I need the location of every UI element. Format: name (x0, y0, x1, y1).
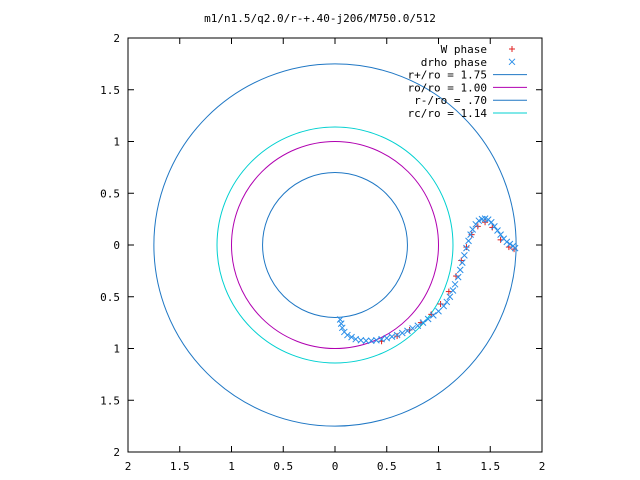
drho-phase-point (458, 259, 466, 266)
x-tick-label: 0.5 (273, 460, 293, 473)
drho-phase-point (506, 240, 514, 248)
w-phase-point (437, 300, 444, 307)
w-phase-point (468, 231, 475, 238)
w-phase-point (458, 257, 465, 264)
drho-phase-point (451, 280, 459, 288)
y-tick-label: 0.5 (100, 187, 120, 200)
circle-r-1-75 (153, 63, 517, 427)
drho-phase-point (435, 307, 442, 315)
y-tick-label: 1.5 (100, 394, 120, 407)
y-tick-label: 0 (113, 239, 120, 252)
y-tick-label: 2 (113, 32, 120, 45)
x-tick-label: 0.5 (377, 460, 397, 473)
drho-phase-point (409, 324, 416, 332)
drho-phase-point (393, 331, 401, 339)
drho-phase-point (449, 287, 457, 294)
drho-phase-point (336, 316, 344, 323)
drho-phase-point (456, 266, 464, 274)
drho-phase-point (467, 231, 474, 239)
drho-phase-point (348, 333, 355, 341)
drho-phase-point (465, 237, 472, 245)
drho-phase-point (398, 329, 406, 337)
drho-phase-point (443, 298, 451, 306)
drho-phase-point (503, 238, 511, 246)
legend-label: ro/ro = 1.00 (408, 81, 487, 94)
w-phase-point (394, 333, 401, 340)
drho-phase-point (494, 227, 501, 234)
drho-phase-point (440, 302, 448, 310)
y-tick-label: 0.5 (100, 291, 120, 304)
drho-phase-point (373, 336, 380, 344)
x-tick-label: 2 (539, 460, 546, 473)
chart-title: m1/n1.5/q2.0/r-+.40-j206/M750.0/512 (204, 12, 436, 25)
x-tick-label: 2 (125, 460, 132, 473)
y-tick-label: 1.5 (100, 84, 120, 97)
x-tick-label: 1.5 (480, 460, 500, 473)
legend-label: r-/ro = .70 (414, 94, 487, 107)
x-tick-label: 1.5 (170, 460, 190, 473)
axis-ticks: 2 1.5 1 0.5 0 0.5 1 1.5 221.510.500.511.52 (100, 32, 545, 473)
drho-phase-point (497, 231, 504, 239)
drho-phase-point (419, 319, 427, 326)
w-phase-point (453, 273, 460, 280)
x-tick-label: 0 (332, 460, 339, 473)
drho-phase-point (429, 312, 437, 319)
y-tick-label: 1 (113, 343, 120, 356)
legend-marker (508, 58, 516, 66)
w-phase-point (489, 224, 496, 231)
drho-phase-point (446, 293, 454, 301)
drho-phase-point (362, 337, 370, 345)
drho-phase-point (424, 315, 432, 323)
y-tick-label: 1 (113, 136, 120, 149)
drho-phase-point (414, 322, 422, 330)
x-tick-label: 1 (228, 460, 235, 473)
drho-phase-point (511, 244, 519, 252)
drho-phase-point (463, 244, 470, 252)
data-series (336, 215, 519, 345)
drho-phase-point (338, 324, 346, 332)
drho-phase-point (454, 273, 462, 281)
w-phase-point (445, 288, 452, 295)
w-phase-point (463, 244, 470, 251)
drho-phase-point (491, 223, 498, 230)
drho-phase-point (487, 218, 495, 226)
drho-phase-point (469, 226, 477, 233)
drho-phase-point (378, 335, 385, 343)
drho-phase-point (461, 251, 468, 259)
circle-r-1 (231, 141, 439, 349)
drho-phase-point (404, 327, 411, 335)
x-tick-label: 1 (435, 460, 442, 473)
legend-marker (509, 46, 515, 52)
legend-label: W phase (441, 43, 487, 56)
drho-phase-point (337, 320, 345, 328)
drho-phase-point (352, 335, 360, 343)
circle-r-0-7 (262, 172, 408, 318)
legend-label: r+/ro = 1.75 (408, 69, 487, 82)
legend-label: drho phase (421, 56, 487, 69)
reference-circles (153, 63, 517, 427)
drho-phase-point (344, 331, 351, 339)
drho-phase-point (388, 333, 396, 340)
y-tick-label: 2 (113, 446, 120, 459)
circle-r-1-14 (216, 126, 454, 364)
legend-label: rc/ro = 1.14 (408, 107, 488, 120)
drho-phase-point (383, 334, 391, 342)
